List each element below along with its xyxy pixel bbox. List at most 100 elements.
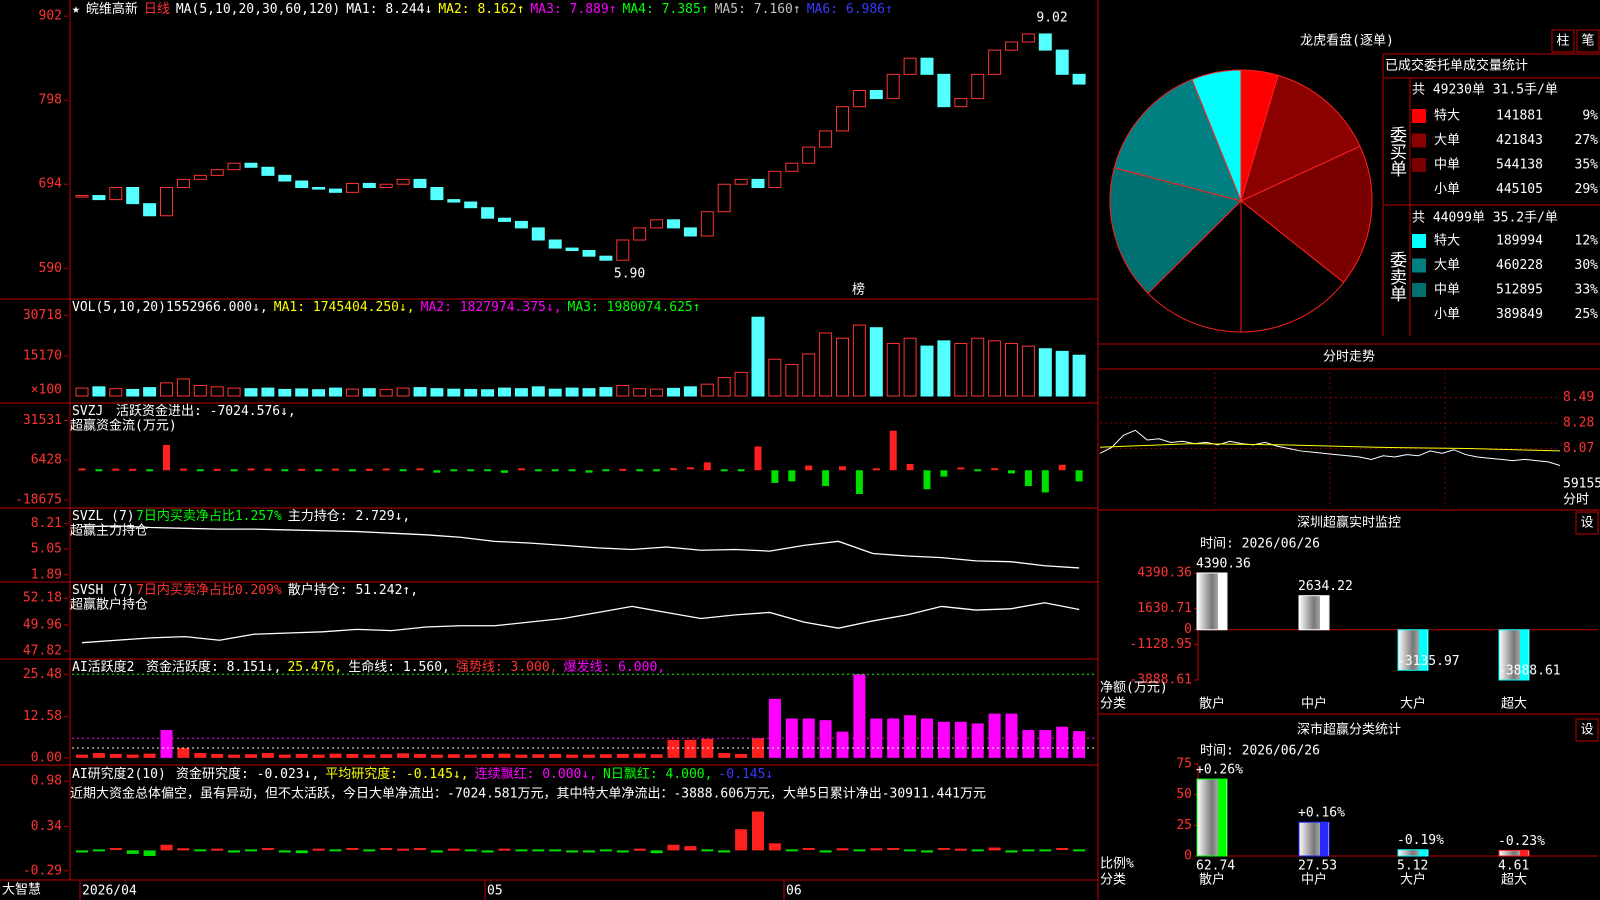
svzl-stats-part: 主力持仓: 2.729↓, bbox=[288, 509, 410, 524]
indicator-bar bbox=[109, 847, 122, 850]
volume-bar bbox=[312, 389, 326, 397]
header-part: MA1: 8.244↓ bbox=[346, 2, 432, 17]
candle bbox=[920, 57, 934, 75]
volume-bar bbox=[498, 387, 511, 397]
volume-bar bbox=[852, 324, 866, 397]
volume-bar bbox=[143, 387, 157, 397]
row-name: 大单 bbox=[1434, 258, 1460, 273]
indicator-bar bbox=[126, 754, 139, 758]
bar-stripe bbox=[1419, 629, 1427, 671]
volume-bar bbox=[295, 388, 309, 397]
pie-slice bbox=[1147, 199, 1242, 333]
indicator-bar bbox=[819, 720, 832, 758]
indicator-bar bbox=[228, 754, 241, 758]
button-label[interactable]: 设 bbox=[1580, 516, 1593, 531]
volume-bar bbox=[582, 388, 596, 397]
indicator-bar bbox=[433, 470, 441, 473]
y-label: 净额(万元) bbox=[1100, 681, 1168, 696]
button[interactable] bbox=[1551, 29, 1575, 53]
candle bbox=[1072, 73, 1086, 85]
svzl-title-part: SVZL (7) bbox=[72, 509, 135, 524]
swatch bbox=[1412, 234, 1426, 248]
volume-bar bbox=[396, 387, 410, 397]
indicator-bar bbox=[447, 754, 460, 758]
button-label[interactable]: 笔 bbox=[1581, 33, 1594, 49]
header-part: MA6: 6.986↑ bbox=[807, 2, 893, 17]
change-label: -0.23% bbox=[1498, 834, 1545, 849]
indicator-bar bbox=[768, 698, 781, 758]
indicator-bar bbox=[143, 850, 156, 857]
indicator-bar bbox=[92, 849, 105, 852]
indicator-bar bbox=[76, 754, 88, 758]
row-name: 中单 bbox=[1434, 158, 1460, 173]
indicator-bar bbox=[583, 850, 595, 853]
row-pct: 33% bbox=[1575, 283, 1599, 298]
candle bbox=[565, 247, 579, 252]
row-name: 特大 bbox=[1434, 234, 1460, 249]
indicator-bar bbox=[532, 849, 545, 852]
volume-bar bbox=[971, 337, 985, 397]
header-part: MA4: 7.385↑ bbox=[623, 2, 709, 17]
button-label[interactable]: 柱 bbox=[1556, 34, 1569, 49]
swatch bbox=[1412, 283, 1426, 297]
indicator-bar bbox=[363, 754, 376, 758]
indicator-bar bbox=[416, 468, 424, 471]
indicator-bar bbox=[1058, 464, 1066, 471]
indicator-bar bbox=[298, 468, 306, 471]
indicator-bar bbox=[414, 847, 426, 850]
indicator-bar bbox=[92, 752, 105, 758]
pie-slice bbox=[1240, 199, 1345, 333]
header-part: 日线 bbox=[144, 2, 170, 17]
button[interactable] bbox=[1576, 29, 1600, 53]
volume-bar bbox=[1005, 342, 1018, 397]
candle bbox=[193, 174, 207, 180]
time: 时间: 2026/06/26 bbox=[1200, 744, 1320, 759]
volume-bar bbox=[937, 340, 951, 397]
svzj-stats-part: 活跃资金进出: -7024.576↓, bbox=[116, 403, 296, 419]
volume-stats-part: MA1: 1745404.250↓, bbox=[274, 300, 415, 315]
header-part: MA(5,10,20,30,60,120) bbox=[176, 2, 340, 17]
indicator-bar bbox=[670, 468, 677, 471]
indicator-bar bbox=[126, 850, 139, 854]
subtitle: 超赢资金流(万元) bbox=[70, 418, 177, 434]
subtitle: 超赢散户持仓 bbox=[70, 597, 148, 613]
y-tick-label: 50 bbox=[1176, 787, 1192, 802]
bar bbox=[1397, 849, 1429, 857]
candle bbox=[633, 227, 647, 241]
vol-unit: 分时 bbox=[1563, 493, 1589, 508]
indicator-bar bbox=[853, 674, 866, 758]
ai_research-stats-part: 平均研究度: -0.145↓, bbox=[325, 766, 468, 782]
indicator-bar bbox=[382, 468, 390, 471]
volume-bar bbox=[548, 388, 562, 397]
y-tick-label: 8.28 bbox=[1563, 416, 1594, 431]
volume-bar bbox=[768, 358, 782, 397]
indicator-bar bbox=[112, 468, 120, 471]
button[interactable] bbox=[1575, 511, 1599, 535]
indicator-bar bbox=[109, 753, 122, 758]
volume-bar bbox=[481, 389, 495, 397]
indicator-bar bbox=[904, 849, 917, 852]
ai_research-stats-part: -0.145↓ bbox=[718, 767, 773, 782]
button-label[interactable]: 设 bbox=[1580, 723, 1593, 738]
row-volume: 189994 bbox=[1496, 234, 1543, 249]
y-tick-label: 0 bbox=[1184, 849, 1192, 864]
indicator-bar bbox=[447, 848, 460, 851]
indicator-bar bbox=[785, 849, 798, 852]
svzj-title-part: SVZJ bbox=[72, 404, 103, 419]
button[interactable] bbox=[1575, 718, 1599, 742]
indicator-bar bbox=[1075, 470, 1083, 482]
indicator-bar bbox=[583, 754, 595, 758]
category: 超大 bbox=[1501, 873, 1527, 888]
indicator-bar bbox=[667, 844, 680, 851]
y-tick-label: -3888.61 bbox=[1129, 673, 1192, 688]
indicator-bar bbox=[194, 849, 207, 852]
indicator-bar bbox=[230, 469, 238, 472]
volume-bar bbox=[531, 386, 545, 397]
fenshi-line bbox=[1099, 443, 1561, 452]
row-name: 中单 bbox=[1434, 283, 1460, 298]
row-volume: 389849 bbox=[1496, 307, 1543, 322]
y-tick-label: 694 bbox=[39, 177, 63, 192]
row-name: 小单 bbox=[1434, 182, 1460, 197]
indicator-bar bbox=[599, 754, 612, 758]
brand: 大智慧 bbox=[2, 882, 41, 898]
